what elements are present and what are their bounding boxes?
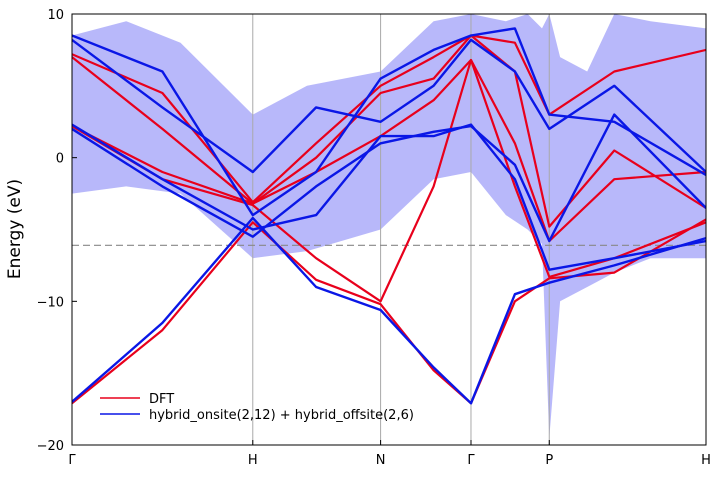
x-tick-label: P [545, 453, 553, 468]
y-tick-label: −10 [37, 295, 64, 310]
y-tick-label: 0 [56, 152, 64, 167]
y-tick-label: −20 [37, 439, 64, 454]
uncertainty-band [72, 14, 706, 438]
uncertainty-band-layer [72, 14, 706, 438]
x-tick-label: Γ [68, 453, 76, 468]
x-tick-label: N [376, 453, 386, 468]
plot-frame [71, 13, 707, 446]
series-model [72, 27, 706, 405]
y-tick-label: 10 [47, 8, 64, 23]
x-tick-label: H [248, 453, 258, 468]
x-tick-label: Γ [467, 453, 475, 468]
series-layer [72, 27, 706, 405]
band-line [72, 216, 706, 405]
band-line [72, 123, 706, 271]
y-axis-ticks: −20 −10 0 10 [37, 8, 77, 454]
band-line [72, 38, 706, 174]
band-line [72, 58, 706, 303]
band-line [72, 58, 706, 243]
band-line [72, 113, 706, 243]
band-line [72, 27, 706, 217]
y-axis-label: Energy (eV) [5, 179, 25, 279]
legend-label: DFT [149, 392, 174, 407]
legend-label: hybrid_onsite(2,12) + hybrid_offsite(2,6… [149, 408, 414, 423]
x-tick-label: H [701, 453, 711, 468]
